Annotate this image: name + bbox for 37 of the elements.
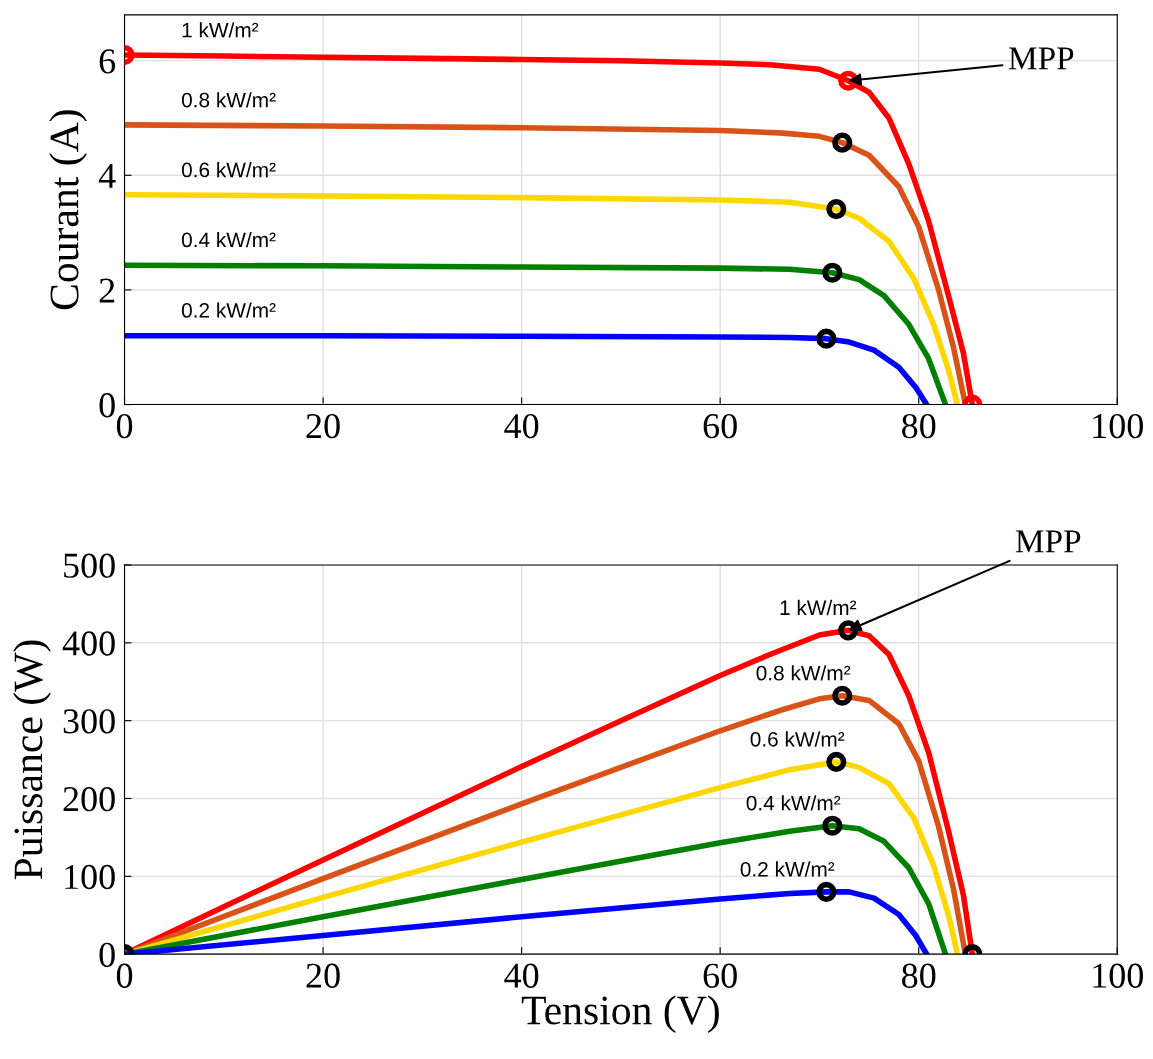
y-tick-label: 100: [65, 864, 115, 890]
x-tick-label: 40: [504, 413, 539, 439]
x-tick-label: 20: [306, 963, 340, 988]
annotation: 0.2 kW/m²: [181, 302, 276, 318]
x-tick-label: 20: [306, 413, 340, 439]
annotation: 0.6 kW/m²: [750, 731, 845, 747]
annotation: 0.6 kW/m²: [181, 162, 276, 178]
x-tick-label: 60: [703, 963, 737, 988]
x-tick-label: 60: [703, 413, 737, 439]
y-tick-label: 200: [63, 787, 115, 812]
y-tick-label: 4: [98, 164, 116, 188]
y-axis-title: Courant (A): [49, 110, 88, 310]
annotation: 1 kW/m²: [182, 22, 259, 38]
x-tick-label: 0: [116, 963, 133, 988]
y-tick-label: 300: [63, 709, 115, 734]
x-tick-label: 100: [1093, 413, 1143, 439]
y-tick-label: 0: [99, 942, 115, 968]
y-axis-title: Puissance (W): [13, 640, 51, 880]
annotation: MPP: [1008, 47, 1074, 70]
annotation: MPP: [1015, 530, 1081, 553]
annotation: 0.4 kW/m²: [181, 231, 276, 248]
annotation: 1 kW/m²: [780, 599, 857, 616]
y-tick-label: 500: [64, 553, 115, 578]
x-axis-title: Tension (V): [521, 995, 719, 1034]
y-tick-label: 400: [62, 631, 115, 656]
y-tick-label: 2: [99, 278, 115, 303]
x-tick-label: 0: [116, 413, 133, 439]
x-tick-label: 80: [902, 413, 936, 439]
x-tick-label: 40: [504, 963, 539, 988]
annotation: 0.8 kW/m²: [181, 92, 276, 108]
x-tick-label: 100: [1093, 963, 1143, 988]
y-tick-label: 6: [99, 49, 116, 74]
x-tick-label: 80: [902, 963, 936, 988]
y-tick-label: 0: [99, 393, 115, 418]
annotation: 0.4 kW/m²: [746, 795, 841, 811]
annotation: 0.8 kW/m²: [756, 665, 851, 681]
annotation: 0.2 kW/m²: [740, 861, 835, 877]
